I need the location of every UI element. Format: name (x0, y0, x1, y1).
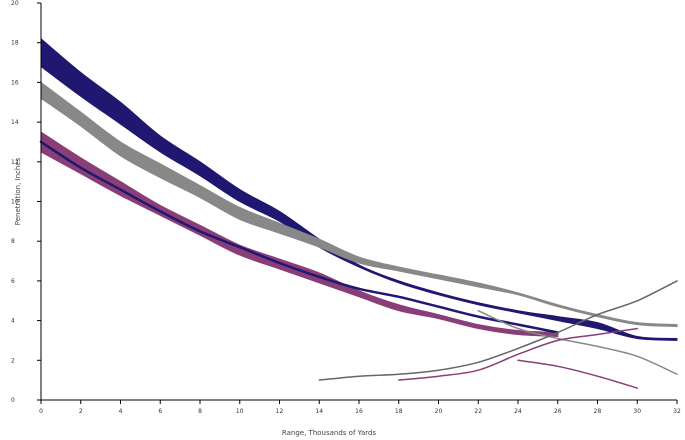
y-tick-label: 12 (11, 159, 19, 166)
series-line-2 (477, 309, 678, 375)
x-tick-label: 14 (315, 408, 323, 415)
x-tick-label: 18 (395, 408, 403, 415)
y-tick-label: 2 (11, 357, 15, 364)
y-tick-label: 8 (11, 238, 15, 245)
bands-layer (40, 37, 678, 341)
y-tick-label: 16 (11, 79, 19, 86)
x-ticks: 0 2 4 6 8 10 12 14 16 18 20 22 24 26 28 30 32 (39, 400, 681, 415)
x-tick-label: 8 (198, 408, 202, 415)
series-line-5 (398, 327, 639, 381)
x-tick-label: 24 (514, 408, 522, 415)
y-axis-title: Penetration, Inches (14, 157, 22, 225)
y-tick-label: 10 (11, 199, 19, 206)
band-1 (40, 37, 678, 341)
y-tick-label: 6 (11, 278, 15, 285)
y-tick-label: 14 (11, 119, 19, 126)
series-line-1 (39, 140, 560, 334)
x-tick-label: 20 (435, 408, 443, 415)
x-tick-label: 16 (355, 408, 363, 415)
x-tick-label: 12 (276, 408, 284, 415)
y-tick-label: 20 (11, 0, 19, 7)
x-axis-title: Range, Thousands of Yards (282, 429, 377, 437)
series-layer (39, 140, 678, 389)
band-3 (40, 131, 559, 338)
x-tick-label: 30 (633, 408, 641, 415)
x-tick-label: 0 (39, 408, 43, 415)
series-line-4 (318, 280, 678, 381)
y-ticks: 0 2 4 6 8 10 12 14 16 18 20 (11, 0, 41, 404)
x-tick-label: 4 (119, 408, 123, 415)
y-tick-label: 0 (11, 397, 15, 404)
x-tick-label: 2 (79, 408, 83, 415)
x-tick-label: 32 (673, 408, 681, 415)
x-tick-label: 28 (594, 408, 602, 415)
x-tick-label: 26 (554, 408, 562, 415)
band-2 (40, 81, 678, 328)
y-tick-label: 4 (11, 318, 15, 325)
y-tick-label: 18 (11, 40, 19, 47)
x-tick-label: 10 (236, 408, 244, 415)
x-tick-label: 6 (158, 408, 162, 415)
x-tick-label: 22 (474, 408, 482, 415)
series-line-3 (517, 359, 639, 389)
